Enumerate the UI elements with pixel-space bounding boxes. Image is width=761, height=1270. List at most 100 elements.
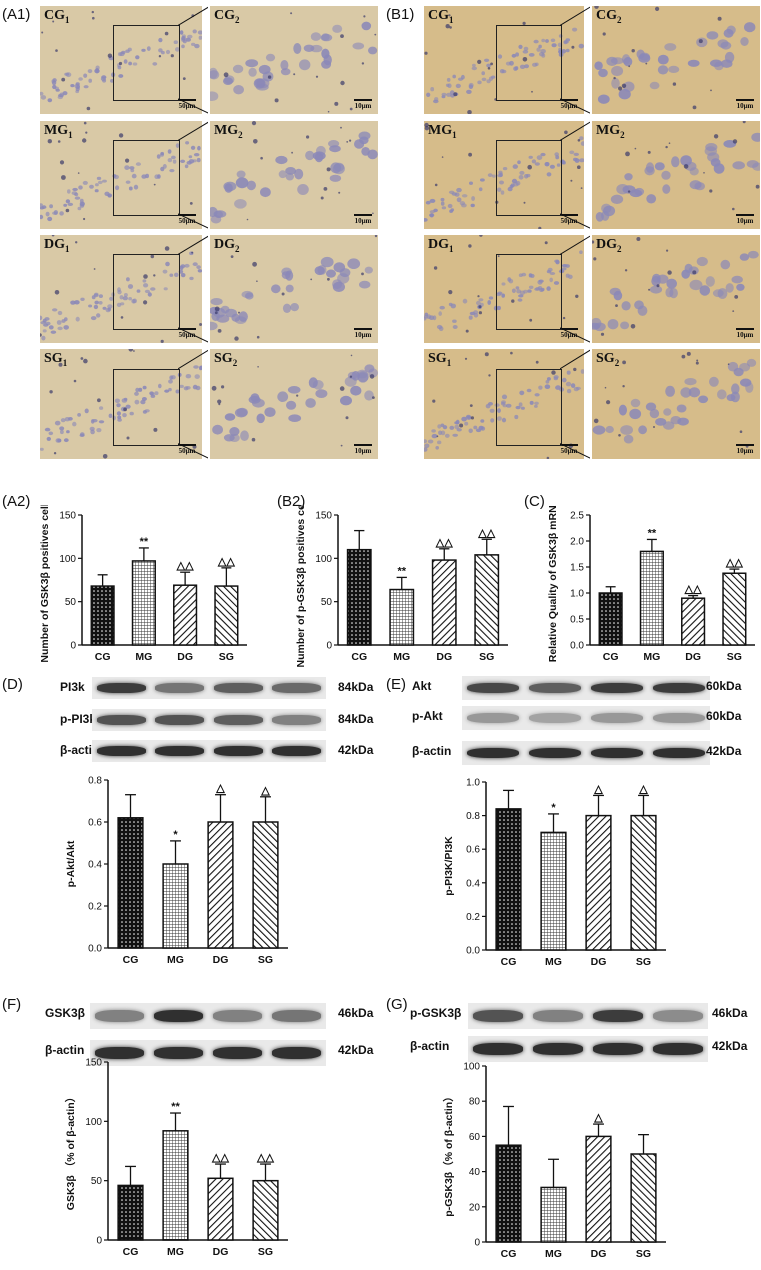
- micrograph-b1-sg-2: SG2 10μm: [592, 349, 760, 459]
- bar: [207, 821, 234, 949]
- x-tick-label: SG: [636, 956, 651, 968]
- zoom-region-box: [112, 140, 180, 216]
- panel-label-a1: (A1): [2, 6, 31, 23]
- y-tick-label: 100: [85, 1117, 102, 1128]
- bar: [162, 863, 189, 949]
- chart-e: 0.0 0.2 0.4 0.6 0.8 1.0 p-PI3K/PI3K CG * MG △ DG △ SG: [443, 778, 666, 968]
- panel-label-d: (D): [2, 676, 23, 693]
- blot-row-label: β-actin: [410, 1039, 450, 1053]
- blot-kda-label: 42kDa: [338, 1043, 374, 1057]
- x-tick-label: MG: [135, 651, 152, 663]
- blot-band: [472, 1010, 524, 1022]
- panel-label-e: (E): [386, 676, 406, 693]
- blot-strip: [92, 677, 326, 699]
- bar: [495, 808, 522, 951]
- y-axis-label: Number of GSK3β positives cells: [39, 505, 51, 663]
- blot-band: [96, 715, 146, 725]
- significance-label: **: [648, 527, 657, 539]
- zoom-region-box: [112, 254, 180, 330]
- chart-g: 0 20 40 60 80 100 p-GSK3β（% of β-actin） CG MG △ DG…: [442, 1062, 666, 1260]
- micrograph-a1-mg-1: MG1 50μm: [40, 121, 202, 229]
- blot-band: [155, 746, 205, 756]
- scale-bar: 50μm: [560, 214, 578, 225]
- blot-strip: [92, 740, 326, 762]
- panel-label-f: (F): [2, 996, 22, 1013]
- micrograph-a1-dg-2: DG2 10μm: [210, 235, 378, 343]
- blot-band: [652, 1010, 704, 1022]
- micrograph-label: MG1: [428, 123, 457, 140]
- x-tick-label: SG: [219, 651, 234, 663]
- blot-band: [272, 746, 322, 756]
- micrograph-b1-dg-1: DG1 50μm: [424, 235, 584, 343]
- scale-bar: 10μm: [736, 99, 754, 110]
- x-tick-label: DG: [177, 651, 193, 663]
- blot-band: [466, 747, 520, 759]
- y-tick-label: 40: [469, 1167, 481, 1178]
- blot-kda-label: 60kDa: [706, 709, 742, 723]
- blot-band: [532, 1010, 584, 1022]
- blot-band: [213, 746, 263, 756]
- micrograph-a1-mg-2: MG2 10μm: [210, 121, 378, 229]
- bar: [90, 585, 115, 646]
- micrograph-b1-mg-2: MG2 10μm: [592, 121, 760, 229]
- micrograph-label: MG1: [44, 123, 73, 140]
- scale-bar: 50μm: [178, 328, 196, 339]
- bar: [630, 814, 657, 951]
- blot-band: [272, 715, 322, 725]
- blot-band: [155, 683, 205, 693]
- x-tick-label: DG: [685, 651, 701, 663]
- blot-band: [652, 1043, 704, 1055]
- blot-strip: [90, 1003, 326, 1029]
- y-axis-label: p-PI3K/PI3K: [443, 836, 455, 896]
- significance-label: △△: [217, 556, 235, 568]
- blot-band: [153, 1047, 204, 1059]
- x-tick-label: DG: [591, 1248, 607, 1260]
- y-axis-label: Number of p-GSK3β positives cells: [295, 505, 307, 668]
- significance-label: *: [551, 802, 556, 814]
- bar: [389, 588, 415, 646]
- blot-kda-label: 84kDa: [338, 712, 374, 726]
- blot-row-label: Akt: [412, 679, 432, 693]
- x-tick-label: SG: [727, 651, 742, 663]
- blot-strip: [468, 1003, 708, 1029]
- significance-label: △△: [477, 527, 495, 539]
- significance-label: *: [173, 829, 178, 841]
- panel-label-a2: (A2): [2, 493, 31, 510]
- y-tick-label: 0.6: [466, 845, 480, 856]
- significance-label: △△: [435, 537, 453, 549]
- bar: [639, 550, 664, 646]
- y-axis-label: Relative Quality of GSK3β mRNA: [547, 505, 559, 662]
- blot-row-label: GSK3β: [45, 1006, 86, 1020]
- x-tick-label: CG: [123, 1246, 139, 1258]
- significance-label: **: [140, 536, 149, 548]
- micrograph-label: SG2: [214, 351, 238, 368]
- zoom-region-box: [112, 25, 180, 101]
- x-tick-label: MG: [393, 651, 410, 663]
- x-tick-label: CG: [501, 956, 517, 968]
- micrograph-b1-cg-1: CG1 50μm: [424, 6, 584, 114]
- bar: [252, 1179, 279, 1241]
- zoom-connector: [560, 121, 590, 229]
- y-tick-label: 0.4: [88, 860, 102, 871]
- blot-row-label: β-actin: [60, 743, 100, 757]
- x-tick-label: SG: [636, 1248, 651, 1260]
- blot-band: [466, 712, 520, 724]
- micrograph-label: MG2: [214, 123, 243, 140]
- micrograph-a1-sg-2: SG2 10μm: [210, 349, 378, 459]
- scale-bar: 10μm: [354, 99, 372, 110]
- y-tick-label: 150: [315, 511, 332, 522]
- blot-strip: [462, 741, 710, 765]
- chart-b2: 0 50 100 150 Number of p-GSK3β positives cel…: [295, 505, 508, 668]
- scale-bar: 10μm: [736, 328, 754, 339]
- bar: [585, 1135, 612, 1243]
- zoom-connector: [560, 6, 590, 114]
- y-tick-label: 0.5: [570, 615, 584, 626]
- bar: [431, 559, 457, 646]
- blot-band: [272, 683, 322, 693]
- y-tick-label: 0: [96, 1236, 102, 1247]
- blot-band: [652, 747, 706, 759]
- micrograph-a1-cg-2: CG2 10μm: [210, 6, 378, 114]
- y-tick-label: 150: [59, 511, 76, 522]
- significance-label: △: [593, 783, 603, 795]
- blot-band: [153, 1010, 204, 1022]
